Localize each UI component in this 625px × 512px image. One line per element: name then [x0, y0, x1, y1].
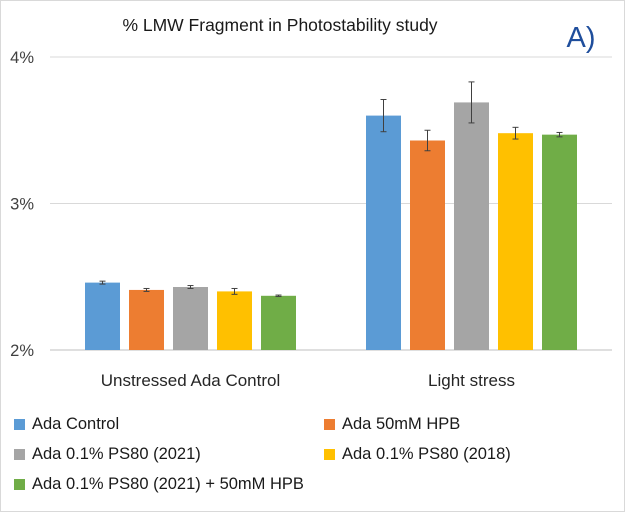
legend-item: Ada 0.1% PS80 (2018) — [324, 445, 511, 464]
bar — [217, 291, 252, 350]
bar — [454, 102, 489, 350]
bar — [410, 140, 445, 350]
x-category-label: Light stress — [428, 371, 515, 390]
legend-label: Ada 50mM HPB — [342, 415, 461, 433]
legend-swatch — [14, 449, 25, 460]
bar — [261, 295, 296, 350]
legend-item: Ada 0.1% PS80 (2021) + 50mM HPB — [14, 475, 304, 494]
legend-label: Ada 0.1% PS80 (2018) — [342, 445, 511, 463]
x-axis-categories: Unstressed Ada Control Light stress — [101, 371, 515, 390]
x-category-label: Unstressed Ada Control — [101, 371, 281, 390]
bars — [85, 102, 577, 350]
legend-item: Ada Control — [14, 415, 119, 434]
legend-swatch — [14, 479, 25, 490]
bar — [366, 115, 401, 350]
legend-label: Ada Control — [32, 415, 120, 433]
bar — [85, 282, 120, 350]
legend-label: Ada 0.1% PS80 (2021) + 50mM HPB — [32, 475, 304, 493]
error-bars — [99, 81, 563, 298]
legend-item: Ada 0.1% PS80 (2021) — [14, 445, 201, 464]
y-axis-ticks: 2% 3% 4% — [10, 49, 34, 360]
legend-swatch — [324, 419, 335, 430]
bar — [173, 287, 208, 350]
bar-chart: % LMW Fragment in Photostability study A… — [10, 15, 612, 390]
legend-swatch — [324, 449, 335, 460]
chart-title: % LMW Fragment in Photostability study — [122, 15, 437, 35]
y-tick-label: 2% — [10, 342, 34, 360]
bar — [129, 289, 164, 350]
y-tick-label: 4% — [10, 49, 34, 67]
bar — [542, 134, 577, 350]
panel-label: A) — [567, 22, 596, 54]
legend-swatch — [14, 419, 25, 430]
bar — [498, 133, 533, 350]
legend-label: Ada 0.1% PS80 (2021) — [32, 445, 201, 463]
legend-item: Ada 50mM HPB — [324, 415, 460, 434]
y-tick-label: 3% — [10, 196, 34, 214]
